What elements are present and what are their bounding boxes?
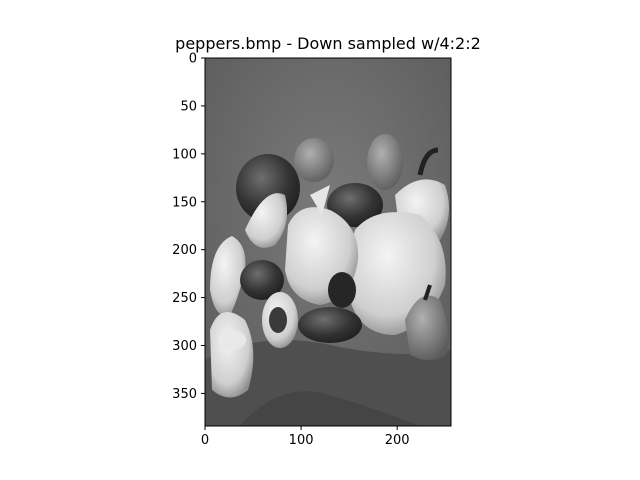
image-plot <box>205 58 451 426</box>
chart-title: peppers.bmp - Down sampled w/4:2:2 <box>175 34 481 53</box>
highlight <box>218 330 246 350</box>
y-tick-label: 100 <box>172 147 197 162</box>
pepper <box>405 295 448 360</box>
cloth-fold <box>240 391 420 426</box>
pepper <box>210 312 254 398</box>
x-tick-label: 200 <box>385 433 410 448</box>
y-tick-label: 350 <box>172 387 197 402</box>
pepper <box>327 183 383 227</box>
pepper <box>210 236 246 316</box>
y-axis: 0 50 100 150 200 250 300 350 <box>172 52 205 402</box>
pepper <box>310 185 330 215</box>
pepper <box>245 193 288 248</box>
pepper <box>240 260 284 300</box>
y-tick-label: 0 <box>189 52 197 67</box>
axes-frame <box>204 57 452 427</box>
y-tick-label: 200 <box>172 243 197 258</box>
pepper <box>367 134 403 190</box>
x-axis: 0 100 200 <box>201 426 410 448</box>
pepper-stem <box>423 284 432 301</box>
pepper <box>294 138 334 182</box>
y-tick-label: 250 <box>172 291 197 306</box>
pepper-stem <box>417 147 439 176</box>
y-tick-label: 50 <box>180 99 197 114</box>
y-tick-label: 300 <box>172 339 197 354</box>
x-tick-label: 100 <box>289 433 314 448</box>
x-tick-label: 0 <box>201 433 209 448</box>
pepper <box>328 272 356 308</box>
pepper <box>269 307 287 333</box>
pepper <box>298 307 362 343</box>
y-tick-label: 150 <box>172 195 197 210</box>
